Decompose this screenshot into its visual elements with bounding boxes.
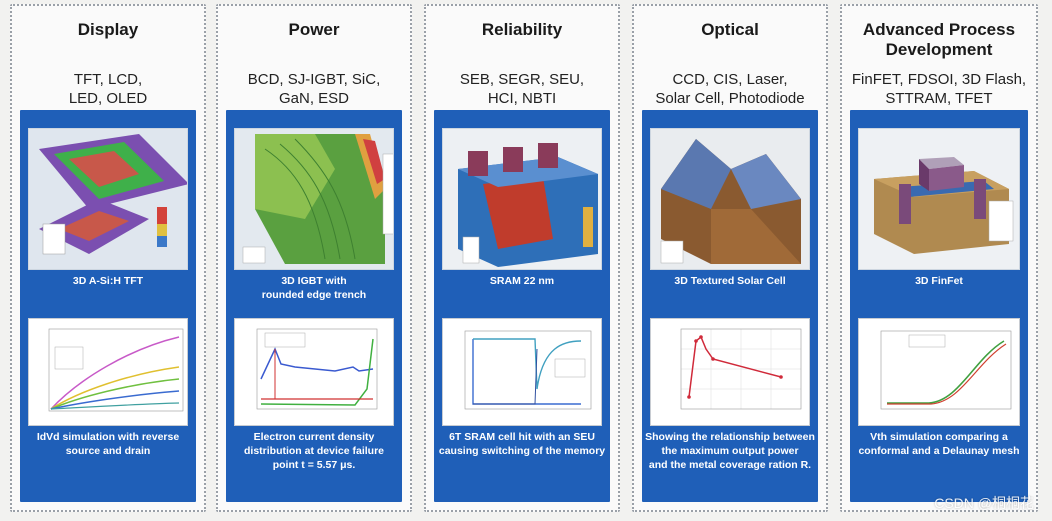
caption-line: Showing the relationship between (645, 431, 815, 443)
plot-caption: Electron current density distribution at… (226, 430, 402, 472)
caption-line: conformal and a Delaunay mesh (858, 445, 1020, 457)
subtitle-line: GaN, ESD (278, 90, 350, 107)
column-display: Display TFT, LCD, LED, OLED 3D A-Si:H TF… (10, 4, 206, 512)
subtitle-line: SEB, SEGR, SEU, (459, 71, 585, 88)
caption-line: rounded edge trench (261, 289, 367, 301)
simulation-caption: SRAM 22 nm (434, 274, 610, 288)
column-reliability: Reliability SEB, SEGR, SEU, HCI, NBTI SR… (424, 4, 620, 512)
blue-panel: 3D Textured Solar Cell Showing the re (642, 110, 818, 502)
simulation-caption: 3D IGBT with rounded edge trench (226, 274, 402, 302)
caption-line: Vth simulation comparing a (870, 431, 1008, 443)
column-subtitle: FinFET, FDSOI, 3D Flash, STTRAM, TFET (842, 70, 1036, 108)
finfet-simulation-image (858, 128, 1020, 270)
caption-line: 3D A-Si:H TFT (72, 275, 144, 287)
caption-line: causing switching of the memory (438, 445, 606, 457)
simulation-caption: 3D A-Si:H TFT (20, 274, 196, 288)
caption-line: distribution at device failure (243, 445, 385, 457)
tft-simulation-image (28, 128, 188, 270)
plot-caption: Vth simulation comparing a conformal and… (850, 430, 1028, 458)
column-optical: Optical CCD, CIS, Laser, Solar Cell, Pho… (632, 4, 828, 512)
solar-cell-simulation-image (650, 128, 810, 270)
caption-line: 3D FinFet (915, 275, 963, 287)
column-subtitle: TFT, LCD, LED, OLED (12, 70, 204, 108)
column-subtitle: SEB, SEGR, SEU, HCI, NBTI (426, 70, 618, 108)
column-subtitle: CCD, CIS, Laser, Solar Cell, Photodiode (634, 70, 826, 108)
caption-line: 6T SRAM cell hit with an SEU (449, 431, 595, 443)
caption-line: and the metal coverage ration R. (648, 459, 812, 471)
column-title: Power (288, 20, 340, 39)
blue-panel: SRAM 22 nm 6T SRAM cell hit with an SEU … (434, 110, 610, 502)
caption-line: 3D IGBT with (281, 275, 347, 287)
column-subtitle: BCD, SJ-IGBT, SiC, GaN, ESD (218, 70, 410, 108)
subtitle-line: BCD, SJ-IGBT, SiC, (247, 71, 381, 88)
caption-line: Electron current density (253, 431, 375, 443)
column-title: Display (77, 20, 139, 39)
caption-line: 3D Textured Solar Cell (674, 275, 786, 287)
plot-caption: 6T SRAM cell hit with an SEU causing swi… (434, 430, 610, 458)
subtitle-line: Solar Cell, Photodiode (655, 90, 805, 107)
caption-line: source and drain (65, 445, 151, 457)
caption-line: the maximum output power (661, 445, 799, 457)
simulation-caption: 3D Textured Solar Cell (642, 274, 818, 288)
subtitle-line: CCD, CIS, Laser, (672, 71, 788, 88)
subtitle-line: TFT, LCD, (73, 71, 143, 88)
simulation-caption: 3D FinFet (850, 274, 1028, 288)
vth-plot-image (858, 318, 1020, 426)
column-title: Advanced Process Development (842, 20, 1036, 60)
plot-caption: Showing the relationship between the max… (642, 430, 818, 472)
idvd-plot-image (28, 318, 188, 426)
caption-line: SRAM 22 nm (489, 275, 555, 287)
column-title: Reliability (481, 20, 563, 39)
watermark: CSDN @桐桐花 (934, 495, 1034, 511)
sram-simulation-image (442, 128, 602, 270)
title-line: Advanced Process (862, 20, 1016, 39)
subtitle-line: STTRAM, TFET (885, 90, 993, 107)
subtitle-line: LED, OLED (68, 90, 148, 107)
caption-line: IdVd simulation with reverse (36, 431, 180, 443)
column-power: Power BCD, SJ-IGBT, SiC, GaN, ESD 3D IGB… (216, 4, 412, 512)
current-density-plot-image (234, 318, 394, 426)
title-line: Development (885, 40, 993, 59)
caption-line: point t = 5.57 μs. (272, 459, 356, 471)
subtitle-line: FinFET, FDSOI, 3D Flash, (851, 71, 1027, 88)
blue-panel: 3D FinFet Vth simulation comparing a con… (850, 110, 1028, 502)
output-power-plot-image (650, 318, 810, 426)
column-title: Optical (701, 20, 759, 39)
column-advanced-process: Advanced Process Development FinFET, FDS… (840, 4, 1038, 512)
sram-seu-plot-image (442, 318, 602, 426)
igbt-simulation-image (234, 128, 394, 270)
blue-panel: 3D IGBT with rounded edge trench Electro… (226, 110, 402, 502)
subtitle-line: HCI, NBTI (487, 90, 557, 107)
plot-caption: IdVd simulation with reverse source and … (20, 430, 196, 458)
blue-panel: 3D A-Si:H TFT IdVd simulation with rever… (20, 110, 196, 502)
